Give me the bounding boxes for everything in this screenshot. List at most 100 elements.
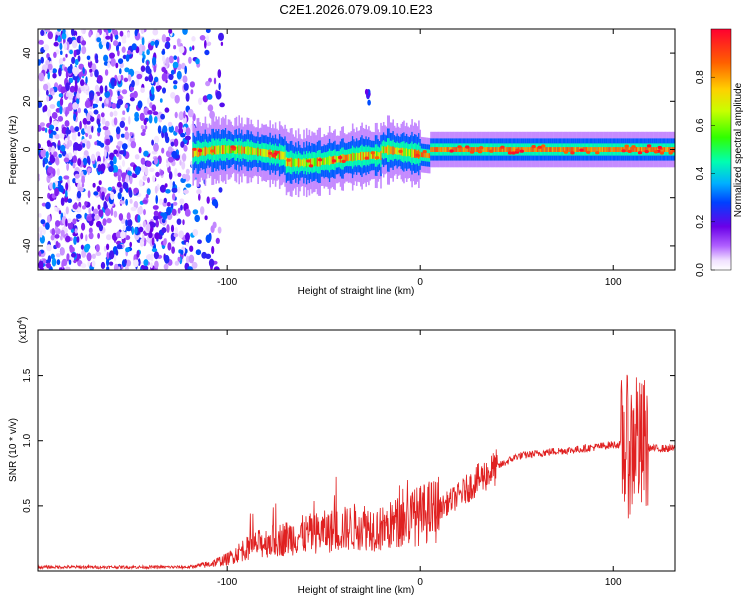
heatmap-cell (570, 151, 575, 155)
heatmap-cell (434, 147, 436, 152)
heatmap-cell (631, 147, 634, 152)
heatmap-cell (141, 37, 145, 46)
heatmap-cell (106, 218, 112, 224)
heatmap-cell (474, 147, 477, 152)
heatmap-cell (184, 208, 191, 217)
heatmap-cell (181, 62, 186, 70)
heatmap-cell (65, 129, 72, 135)
heatmap-cell (655, 147, 658, 152)
heatmap-cell (41, 127, 46, 132)
heatmap-cell (299, 158, 301, 167)
heatmap-cell (664, 147, 666, 152)
heatmap-cell (164, 183, 168, 188)
heatmap-cell (638, 147, 640, 152)
heatmap-cell (79, 71, 84, 77)
heatmap-cell (143, 118, 147, 126)
heatmap-cell (527, 147, 530, 152)
heatmap-cell (46, 262, 51, 269)
heatmap-cell (177, 38, 181, 47)
heatmap-cell (163, 263, 169, 270)
heatmap-cell (46, 95, 50, 102)
heatmap-cell (80, 244, 84, 250)
heatmap-cell (192, 45, 195, 51)
heatmap-cell (343, 154, 346, 162)
heatmap-cell (83, 169, 87, 176)
heatmap-cell (389, 146, 392, 155)
heatmap-cell (251, 147, 254, 155)
heatmap-cell (245, 146, 247, 154)
heatmap-cell (364, 88, 369, 95)
heatmap-cell (125, 54, 130, 62)
heatmap-cell (297, 158, 300, 168)
heatmap-cell (88, 207, 91, 214)
heatmap-cell (142, 128, 146, 133)
heatmap-cell (45, 222, 50, 230)
heatmap-cell (303, 158, 305, 168)
heatmap-cell (87, 260, 90, 268)
heatmap-cell (295, 158, 297, 168)
heatmap-cell (515, 148, 520, 152)
heatmap-cell (64, 120, 70, 127)
heatmap-cell (71, 252, 76, 258)
heatmap-cell (67, 92, 74, 100)
heatmap-cell (473, 147, 476, 152)
colorbar-frame (710, 28, 732, 271)
heatmap-cell (185, 183, 192, 188)
snr-panel: -100 0 100 0.5 1.0 1.5 Height of straight li… (8, 317, 676, 596)
heatmap-cell (174, 111, 178, 119)
heatmap-cell (228, 145, 231, 154)
heatmap-cell (215, 237, 220, 244)
heatmap-cell (51, 91, 55, 96)
heatmap-cell (197, 147, 200, 157)
heatmap-cell (607, 147, 609, 152)
heatmap-cell (311, 158, 313, 167)
heatmap-cell (357, 153, 359, 160)
heatmap-cell (620, 147, 623, 152)
heatmap-cell (530, 147, 532, 152)
heatmap-cell (596, 147, 598, 152)
heatmap-cell (60, 144, 66, 152)
heatmap-cell (219, 102, 225, 108)
heatmap-cell (519, 147, 521, 152)
heatmap-cell (666, 147, 669, 152)
heatmap-cell (105, 138, 111, 146)
heatmap-cell (112, 165, 119, 174)
heatmap-cell (115, 249, 119, 256)
colorbar-gradient (711, 29, 731, 270)
heatmap-cell (172, 181, 176, 188)
heatmap-cell (170, 141, 175, 147)
heatmap-cell (143, 259, 149, 267)
heatmap-cell (369, 152, 371, 160)
heatmap-cell (420, 152, 423, 158)
heatmap-cell (91, 125, 94, 133)
heatmap-cell (118, 58, 124, 64)
heatmap-cell (168, 29, 173, 34)
heatmap-cell (442, 147, 444, 152)
heatmap-cell (149, 73, 153, 82)
heatmap-cell (125, 219, 128, 227)
heatmap-cell (206, 93, 213, 100)
heatmap-cell (115, 62, 119, 69)
heatmap-cell (500, 147, 503, 152)
heatmap-cell (192, 209, 199, 215)
colorbar-tick-label: 0.4 (695, 166, 706, 180)
heatmap-cell (47, 63, 53, 71)
heatmap-cell (172, 61, 179, 69)
colorbar-tick-label: 0.8 (695, 70, 706, 84)
heatmap-cell (472, 147, 474, 152)
heatmap-cell (106, 266, 110, 270)
heatmap-cell (201, 147, 204, 156)
heatmap-cell (585, 147, 588, 152)
heatmap-cell (432, 147, 435, 152)
heatmap-cell (117, 175, 121, 182)
heatmap-cell (147, 110, 153, 115)
heatmap-cell (185, 127, 191, 136)
heatmap-cell (117, 98, 124, 106)
heatmap-cell (427, 153, 430, 158)
colorbar-tick-label: 0.6 (695, 118, 706, 132)
heatmap-cell (170, 224, 175, 233)
heatmap-cell (81, 40, 87, 46)
heatmap-cell (103, 200, 108, 210)
heatmap-cell (69, 77, 74, 84)
heatmap-cell (113, 40, 119, 47)
